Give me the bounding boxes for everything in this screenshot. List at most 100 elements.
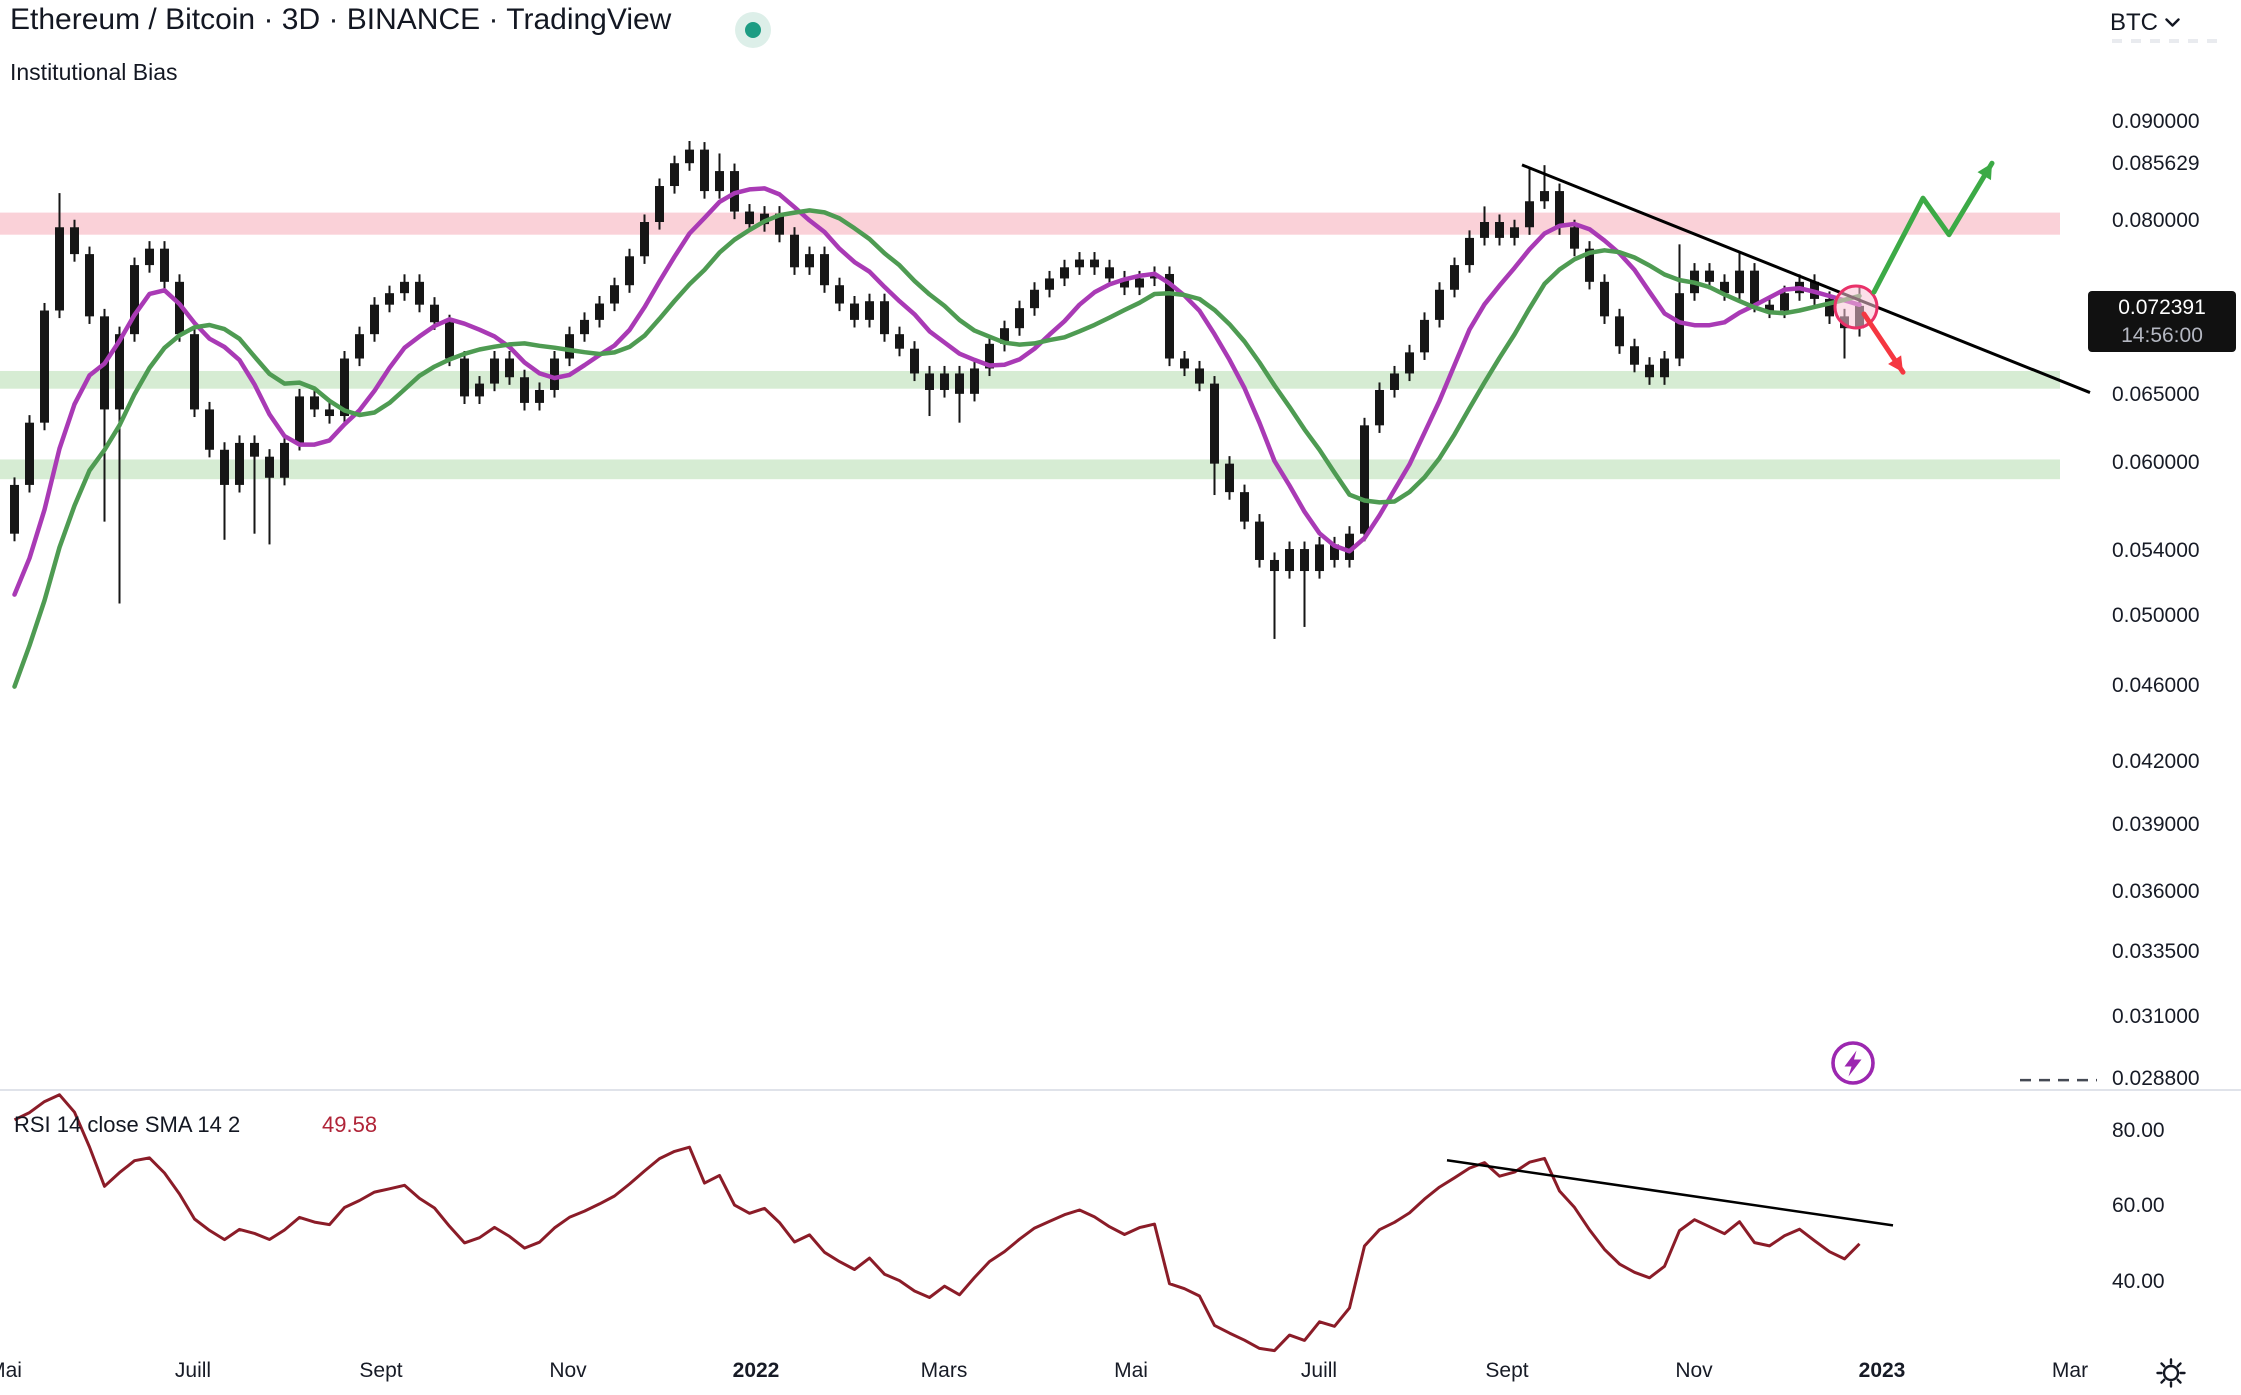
candle-body: [1435, 289, 1444, 320]
candle-body: [1540, 191, 1549, 202]
price-axis-label: 0.085629: [2112, 152, 2200, 175]
bullish-projection-arrow[interactable]: [1871, 160, 1995, 295]
candle-body: [1660, 358, 1669, 378]
candle-body: [1225, 463, 1234, 493]
price-axis-label: 0.033500: [2112, 940, 2200, 963]
rsi-axis-label: 40.00: [2112, 1270, 2165, 1293]
descending-trendline[interactable]: [1521, 163, 2091, 394]
candle-body: [205, 409, 214, 450]
settings-button[interactable]: [2154, 1356, 2188, 1395]
support-band[interactable]: [0, 370, 2060, 389]
candle-body: [220, 449, 229, 485]
price-trendline[interactable]: [1521, 163, 2091, 394]
time-axis-label: Mar: [2051, 1359, 2089, 1382]
candle-body: [1210, 383, 1219, 464]
candle-body: [250, 442, 259, 457]
candle-body: [1750, 270, 1759, 305]
candle-body: [1390, 373, 1399, 390]
candle-body: [355, 334, 364, 359]
last-price-value: 0.072391: [2118, 295, 2206, 319]
candle-body: [340, 358, 349, 417]
candle-body: [1570, 227, 1579, 249]
candle-body: [1525, 201, 1534, 228]
support-resistance-bands[interactable]: [0, 212, 2060, 480]
drawing-annotations[interactable]: [1833, 160, 2097, 1082]
candle-body: [895, 334, 904, 349]
candle-body: [1555, 191, 1564, 228]
candle-body: [1420, 319, 1429, 353]
price-axis-label: 0.060000: [2112, 451, 2200, 474]
resistance-band[interactable]: [0, 212, 2060, 235]
candle-body: [385, 293, 394, 305]
candle-body: [40, 310, 49, 423]
time-axis-label: 2023: [1858, 1359, 1906, 1382]
candle-body: [745, 211, 754, 225]
rsi-series: [13, 1093, 1861, 1353]
candle-body: [55, 227, 64, 311]
candle-body: [25, 422, 34, 485]
candle-body: [850, 303, 859, 320]
rsi-indicator-row: RSI 14 close SMA 14 2 49.58: [14, 1112, 377, 1138]
bullish-projection-arrow-head: [1977, 163, 1992, 181]
candle-body: [1765, 304, 1774, 311]
sun-icon: [2156, 1358, 2186, 1388]
price-axis-label: 0.054000: [2112, 539, 2200, 562]
time-axis-label: Juill: [1300, 1359, 1338, 1382]
candle-body: [1825, 298, 1834, 317]
candle-body: [1165, 273, 1174, 359]
time-axis-label: Juill: [174, 1359, 212, 1382]
candle-body: [70, 227, 79, 255]
candle-body: [1090, 259, 1099, 268]
candle-body: [1510, 227, 1519, 238]
lightning-badge[interactable]: [1829, 1039, 1877, 1092]
candle-body: [1585, 248, 1594, 282]
candle-body: [1780, 293, 1789, 311]
candle-body: [145, 248, 154, 266]
candle-body: [1105, 267, 1114, 279]
candle-body: [1630, 346, 1639, 365]
candle-body: [415, 281, 424, 305]
candle-body: [595, 303, 604, 320]
rsi-descending-trendline[interactable]: [1446, 1159, 1894, 1227]
candle-body: [445, 322, 454, 359]
candle-body: [1450, 265, 1459, 290]
candle-body: [655, 186, 664, 222]
candle-body: [1735, 270, 1744, 294]
candle-body: [835, 285, 844, 304]
candle-body: [460, 358, 469, 397]
candle-body: [820, 254, 829, 286]
candle-body: [1360, 425, 1369, 534]
candle-body: [610, 285, 619, 304]
candle-body: [1030, 289, 1039, 309]
candle-body: [1195, 368, 1204, 384]
candle-body: [1600, 281, 1609, 317]
price-axis-label: 0.050000: [2112, 604, 2200, 627]
candle-body: [640, 222, 649, 257]
candle-body: [490, 358, 499, 384]
rsi-trendline[interactable]: [1446, 1159, 1894, 1227]
price-axis-label: 0.039000: [2112, 813, 2200, 836]
candle-body: [1615, 316, 1624, 347]
indicator-subtitle: Institutional Bias: [10, 59, 178, 85]
candle-body: [550, 358, 559, 390]
rsi-indicator-value: 49.58: [322, 1112, 378, 1137]
candlestick-series: [10, 140, 1864, 639]
support-band[interactable]: [0, 459, 2060, 480]
time-axis-label: Nov: [1675, 1359, 1713, 1382]
candle-body: [535, 389, 544, 403]
candle-body: [565, 334, 574, 359]
faded-divider-dashes: [2112, 39, 2220, 43]
candle-body: [295, 396, 304, 443]
pane-divider: [0, 1089, 2241, 1091]
price-axis-label: 0.065000: [2112, 383, 2200, 406]
candle-body: [1345, 533, 1354, 560]
candle-body: [1675, 293, 1684, 359]
currency-unit-selector[interactable]: BTC: [2110, 9, 2180, 37]
candle-body: [1000, 328, 1009, 344]
bar-countdown-time: 14:56:00: [2121, 323, 2203, 347]
rsi-indicator-label[interactable]: RSI 14 close SMA 14 2: [14, 1112, 241, 1137]
price-axis-label: 0.028800: [2112, 1067, 2200, 1090]
candle-body: [325, 409, 334, 417]
